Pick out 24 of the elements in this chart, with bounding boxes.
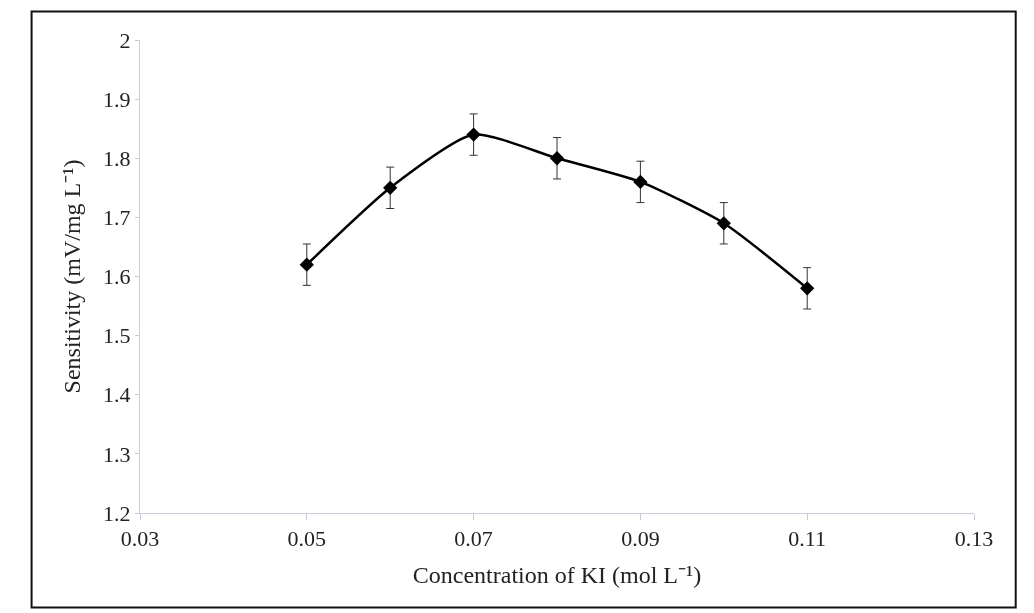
y-tick-label: 1.5 <box>103 323 131 349</box>
y-tick-label: 1.2 <box>103 500 131 526</box>
point <box>716 216 731 231</box>
point <box>633 174 648 190</box>
x-tick-label: 0.05 <box>287 526 327 552</box>
point <box>466 127 481 142</box>
point <box>800 281 815 296</box>
x-tick-label: 0.09 <box>621 526 660 552</box>
y-axis-title: Sensitivity (mV/mg L⁻¹) <box>59 159 86 394</box>
y-tick-label: 1.6 <box>103 264 131 290</box>
x-tick-label: 0.03 <box>120 526 160 552</box>
y-tick-label: 1.4 <box>103 382 131 408</box>
y-tick-label: 2 <box>119 27 131 53</box>
y-tick-label: 1.9 <box>103 86 131 112</box>
x-tick-label: 0.11 <box>788 526 827 552</box>
x-tick-label: 0.13 <box>954 526 994 552</box>
y-tick-label: 1.3 <box>103 441 131 467</box>
y-tick-label: 1.7 <box>103 205 131 231</box>
x-axis-title: Concentration of KI (mol L⁻¹) <box>412 561 702 588</box>
point <box>549 151 565 166</box>
point <box>383 180 398 195</box>
x-tick-label: 0.07 <box>454 526 493 552</box>
point <box>299 257 314 272</box>
y-tick-label: 1.8 <box>103 145 131 171</box>
